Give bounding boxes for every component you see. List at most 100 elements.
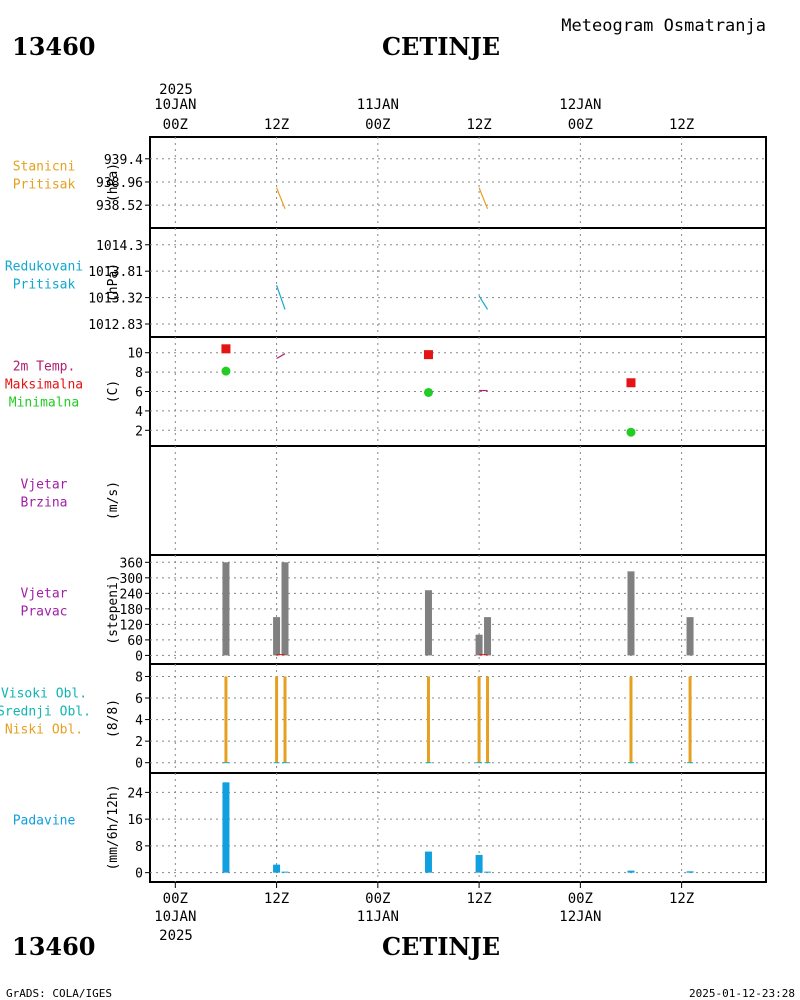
bar [477,676,481,763]
y-tick-label: 240 [120,587,143,602]
time-date-label: 12JAN [559,97,601,113]
bar [424,851,432,873]
bar [475,634,483,656]
y-axis-label: (m/s) [106,481,121,520]
bar [486,676,490,763]
time-hour-label: 12Z [264,117,289,133]
y-tick-label: 360 [120,556,143,571]
y-tick-label: 938.96 [96,176,143,191]
bar [686,871,694,873]
bar [273,617,281,656]
time-hour-label: 00Z [568,891,593,907]
panel-label: Vjetar [21,478,68,493]
y-tick-label: 180 [120,603,143,618]
bar [281,562,289,656]
time-date-label: 10JAN [154,909,196,925]
bar [283,676,287,763]
bar [424,590,432,656]
panel-label: Redukovani [5,260,83,275]
time-hour-label: 00Z [163,117,188,133]
y-tick-label: 0 [135,867,143,882]
min-temp-marker [626,427,636,437]
y-tick-label: 24 [127,786,143,801]
y-tick-label: 939.4 [104,153,143,168]
panel-frame [149,445,767,556]
top-year-label: 2025 [159,82,193,98]
y-tick-label: 938.52 [96,199,143,214]
y-tick-label: 120 [120,618,143,633]
y-tick-label: 300 [120,572,143,587]
panel-station_pressure: 939.4 938.96 938.52(hPa) Stanicni Pritisak [13,136,767,229]
footer-station-id: 13460 [12,932,96,961]
y-tick-label: 1014.3 [96,239,143,254]
y-tick-label: 8 [135,366,143,381]
bar [484,871,492,873]
header-station-name: CETINJE [382,32,500,61]
header-product-title: Meteogram Osmatranja [561,16,766,36]
header-station-id: 13460 [12,32,96,61]
y-tick-label: 0 [135,757,143,772]
time-hour-label: 00Z [568,117,593,133]
y-axis-label: (stepeni) [106,574,121,644]
bar [222,782,230,873]
panel-frame [149,772,767,883]
data-line [276,284,286,310]
y-tick-label: 0 [135,649,143,664]
y-tick-label: 1012.83 [88,318,143,333]
footer-software-credit: GrADS: COLA/IGES [6,987,112,1000]
panel-label: Visoki Obl. [1,687,87,702]
data-line [478,295,489,310]
y-tick-label: 6 [135,386,143,401]
bar [224,676,228,763]
y-tick-label: 6 [135,692,143,707]
footer-timestamp: 2025-01-12-23:28 [689,987,795,1000]
y-tick-label: 16 [127,813,143,828]
bar [688,676,692,763]
bar [484,617,492,656]
panel-label: Maksimalna [5,378,83,393]
data-line [478,187,489,210]
panel-frame [149,663,767,774]
y-tick-label: 4 [135,405,143,420]
y-axis-label: (C) [106,380,121,403]
max-temp-marker [626,378,636,388]
y-tick-label: 8 [135,840,143,855]
min-temp-marker [221,366,231,376]
panel-temperature: 10 8 6 4 2 (C) 2m Temp. Maksimalna Minimalna [5,336,767,447]
y-axis-label: (mm/6h/12h) [106,784,121,870]
time-hour-label: 00Z [365,117,390,133]
bar [275,676,279,763]
y-tick-label: 60 [127,634,143,649]
plot-layer: 939.4938.96938.52(hPa)StanicniPritisak10… [0,97,767,925]
panel-frame [149,554,767,665]
panel-label: Srednji Obl. [0,705,91,720]
panel-precipitation: 24 16 8 0 (mm/6h/12h) Padavine [13,772,767,883]
data-line [276,187,286,210]
bar [222,562,230,656]
panel-frame [149,136,767,229]
bar [475,854,483,873]
time-date-label: 11JAN [357,97,399,113]
panel-wind_speed: (m/s) Vjetar Brzina [21,445,767,556]
max-temp-marker [221,344,231,354]
time-hour-label: 00Z [365,891,390,907]
bar [281,871,289,873]
panel-label: Niski Obl. [5,723,83,738]
time-hour-label: 12Z [466,117,491,133]
y-tick-label: 4 [135,714,143,729]
time-hour-label: 12Z [466,891,491,907]
bar [686,617,694,656]
y-tick-label: 1013.32 [88,292,143,307]
time-axis-top: 10JAN 00Z 12Z 11JAN 00Z 12Z 12JAN 00Z 12Z [154,97,694,133]
panel-label: Stanicni [13,160,76,175]
y-tick-label: 2 [135,424,143,439]
time-hour-label: 12Z [264,891,289,907]
panel-label: Padavine [13,814,76,829]
max-temp-marker [423,350,433,360]
panel-label: Brzina [21,496,68,511]
y-axis-label: (8/8) [106,699,121,738]
y-tick-label: 10 [127,347,143,362]
panel-label: Vjetar [21,587,68,602]
